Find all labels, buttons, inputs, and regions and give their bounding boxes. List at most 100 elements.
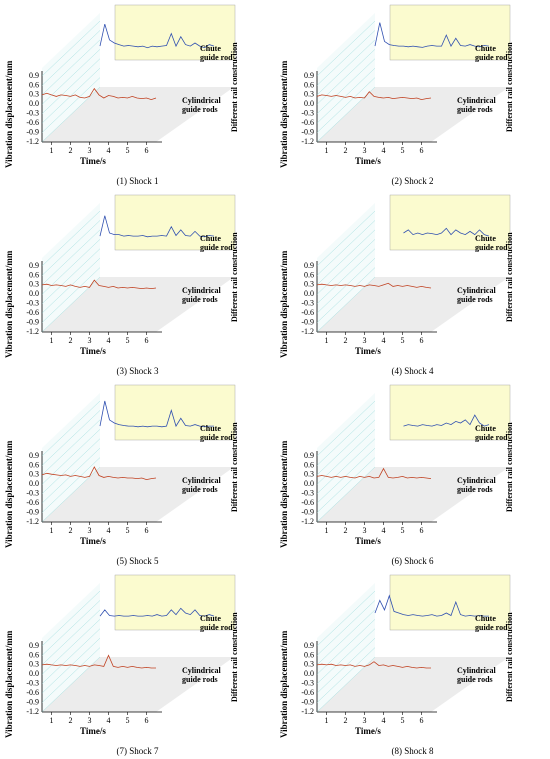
- caption: (4) Shock 4: [391, 366, 434, 376]
- chart-panel: 0.9 0.6 0.3 0.0 -0.3 -0.6 -0.9 -1.2 1 2 3 4 5 6 Chute …: [275, 190, 550, 379]
- x-tick-label: 1: [50, 146, 54, 155]
- series-label: Cylindrical guide rods: [182, 96, 221, 114]
- depth-grid-line: [41, 438, 101, 494]
- series-label: Chute guide rod: [475, 424, 508, 442]
- y-tick-label: -0.9: [301, 317, 314, 326]
- y-tick-label: 0.0: [304, 289, 314, 298]
- y-axis-label: Vibration displacement/mm: [279, 60, 289, 168]
- series-line: [316, 91, 432, 101]
- x-tick-label: 3: [88, 336, 92, 345]
- depth-grid-line: [41, 39, 101, 96]
- y-tick-label: -1.2: [26, 517, 39, 526]
- x-tick-label: 6: [420, 336, 424, 345]
- caption: (8) Shock 8: [391, 746, 434, 756]
- y-tick-label: -1.2: [301, 517, 314, 526]
- chart-panel: 0.9 0.6 0.3 0.0 -0.3 -0.6 -0.9 -1.2 1 2 3 4 5 6 Chute …: [275, 570, 550, 759]
- depth-grid-line: [316, 220, 376, 276]
- depth-grid-line: [316, 39, 376, 96]
- y-tick-label: -0.9: [301, 507, 314, 516]
- series-label: Cylindrical guide rods: [182, 476, 221, 494]
- x-axis-label: Time/s: [80, 346, 106, 356]
- floor: [42, 277, 234, 332]
- side-wall: [317, 13, 375, 142]
- depth-grid-line: [41, 67, 101, 124]
- z-axis-label: Different rail construction: [505, 422, 514, 512]
- chart: 0.90.60.30.0-0.3-0.6-0.9-1.2 1 2 3 4 5 6: [301, 574, 511, 725]
- y-tick-label: 0.0: [29, 669, 39, 678]
- x-tick-label: 1: [325, 526, 329, 535]
- y-tick-label: -1.2: [26, 137, 39, 146]
- y-tick-label: 0.9: [304, 71, 314, 80]
- series-line: [41, 466, 157, 481]
- depth-grid-line: [41, 590, 101, 647]
- chart: 0.90.60.30.0-0.3-0.6-0.9-1.2 1 2 3 4 5 6: [26, 194, 236, 345]
- y-tick-label: -0.3: [26, 679, 39, 688]
- caption: (5) Shock 5: [116, 556, 159, 566]
- depth-grid-line: [316, 229, 376, 286]
- y-tick-label: -0.3: [26, 109, 39, 118]
- depth-grid-line: [316, 628, 376, 684]
- depth-grid-line: [316, 600, 376, 656]
- series-line: [316, 282, 432, 289]
- y-tick-label: 0.9: [29, 641, 39, 650]
- y-tick-label: -0.6: [26, 688, 39, 697]
- depth-grid-line: [316, 20, 376, 77]
- y-tick-label: 0.9: [29, 71, 39, 80]
- x-tick-label: 2: [69, 146, 73, 155]
- depth-grid-line: [316, 647, 376, 703]
- x-tick-label: 5: [126, 526, 130, 535]
- x-tick-label: 3: [363, 336, 367, 345]
- series-line: [374, 594, 489, 617]
- y-tick-label: -0.9: [301, 697, 314, 706]
- y-tick-label: -1.2: [301, 137, 314, 146]
- chart: 0.90.60.30.0-0.3-0.6-0.9-1.2 1 2 3 4 5 6: [301, 4, 511, 155]
- y-tick-label: -0.3: [301, 679, 314, 688]
- side-wall: [317, 583, 375, 712]
- x-axis-label: Time/s: [355, 346, 381, 356]
- x-tick-label: 4: [107, 336, 111, 345]
- series-label: Chute guide rod: [475, 234, 508, 252]
- depth-grid-line: [41, 267, 101, 323]
- depth-grid-line: [41, 609, 101, 666]
- y-tick-label: 0.6: [29, 270, 39, 279]
- back-wall: [114, 4, 236, 61]
- y-tick-label: -0.9: [26, 507, 39, 516]
- y-axis-label: Vibration displacement/mm: [279, 630, 289, 738]
- y-tick-label: 0.9: [304, 451, 314, 460]
- y-tick-label: 0.9: [29, 451, 39, 460]
- series-label: Chute guide rod: [200, 424, 233, 442]
- y-tick-label: 0.0: [29, 289, 39, 298]
- depth-grid-line: [41, 229, 101, 286]
- y-tick-label: 0.0: [29, 99, 39, 108]
- x-tick-label: 4: [107, 146, 111, 155]
- depth-grid-line: [316, 267, 376, 323]
- y-axis-label: Vibration displacement/mm: [279, 440, 289, 548]
- depth-grid-line: [316, 419, 376, 476]
- series-label: Chute guide rod: [475, 614, 508, 632]
- x-tick-label: 4: [107, 526, 111, 535]
- series-line: [41, 87, 157, 101]
- depth-grid-line: [41, 220, 101, 276]
- y-tick-label: 0.6: [304, 650, 314, 659]
- depth-grid-line: [41, 600, 101, 656]
- depth-grid-line: [316, 429, 376, 485]
- side-wall: [317, 203, 375, 332]
- depth-grid-line: [316, 49, 376, 105]
- depth-grid-line: [41, 457, 101, 513]
- depth-grid-line: [316, 67, 376, 124]
- caption: (2) Shock 2: [391, 176, 434, 186]
- y-tick-label: 0.3: [29, 660, 39, 669]
- y-tick-label: -0.9: [26, 127, 39, 136]
- series-label: Cylindrical guide rods: [457, 476, 496, 494]
- depth-grid-line: [41, 257, 101, 314]
- x-tick-label: 5: [126, 716, 130, 725]
- x-axis-label: Time/s: [80, 726, 106, 736]
- depth-grid-line: [41, 647, 101, 703]
- y-tick-label: -0.3: [301, 299, 314, 308]
- depth-grid-line: [316, 457, 376, 513]
- x-tick-label: 3: [88, 526, 92, 535]
- depth-grid-line: [316, 210, 376, 267]
- series-line: [99, 23, 215, 49]
- y-tick-label: -0.9: [26, 317, 39, 326]
